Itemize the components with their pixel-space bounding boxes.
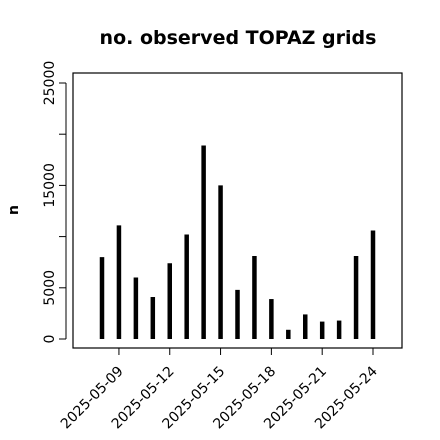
y-axis: 0 5000 15000 25000: [42, 61, 67, 344]
chart-title: no. observed TOPAZ grids: [100, 27, 377, 49]
y-tick-label: 5000: [42, 270, 58, 306]
y-axis-label: n: [6, 205, 22, 215]
x-axis: 2025-05-092025-05-122025-05-152025-05-18…: [58, 347, 381, 432]
y-tick-label: 15000: [42, 163, 58, 208]
y-tick-label: 0: [42, 335, 58, 344]
bars-group: [99, 145, 376, 339]
y-tick-label: 25000: [42, 61, 58, 106]
